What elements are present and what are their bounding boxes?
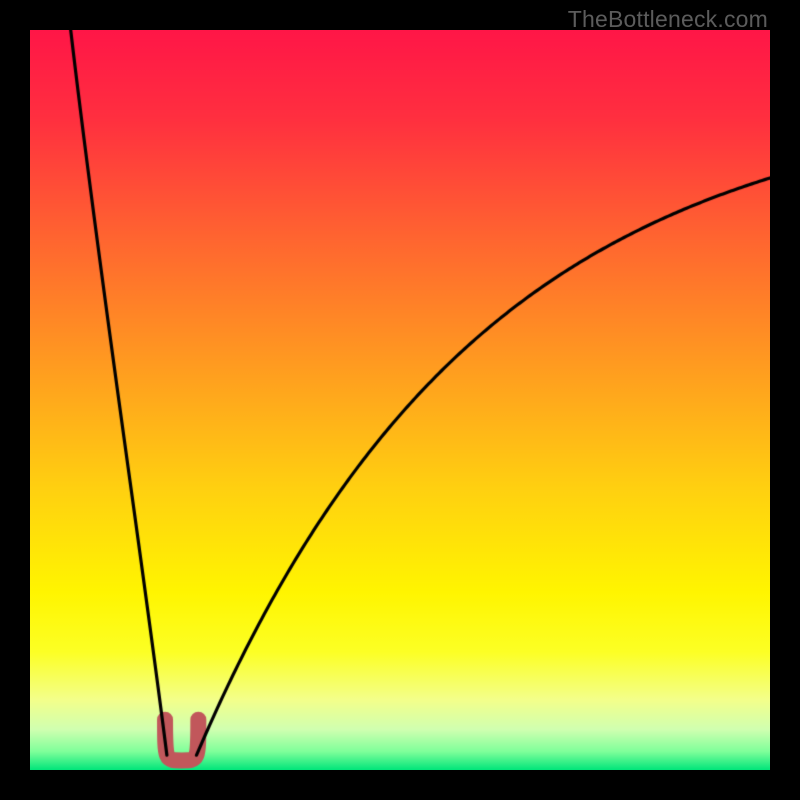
bottleneck-curve (30, 30, 770, 770)
watermark-text: TheBottleneck.com (568, 6, 768, 33)
chart-container: TheBottleneck.com (0, 0, 800, 800)
plot-frame (30, 30, 770, 770)
